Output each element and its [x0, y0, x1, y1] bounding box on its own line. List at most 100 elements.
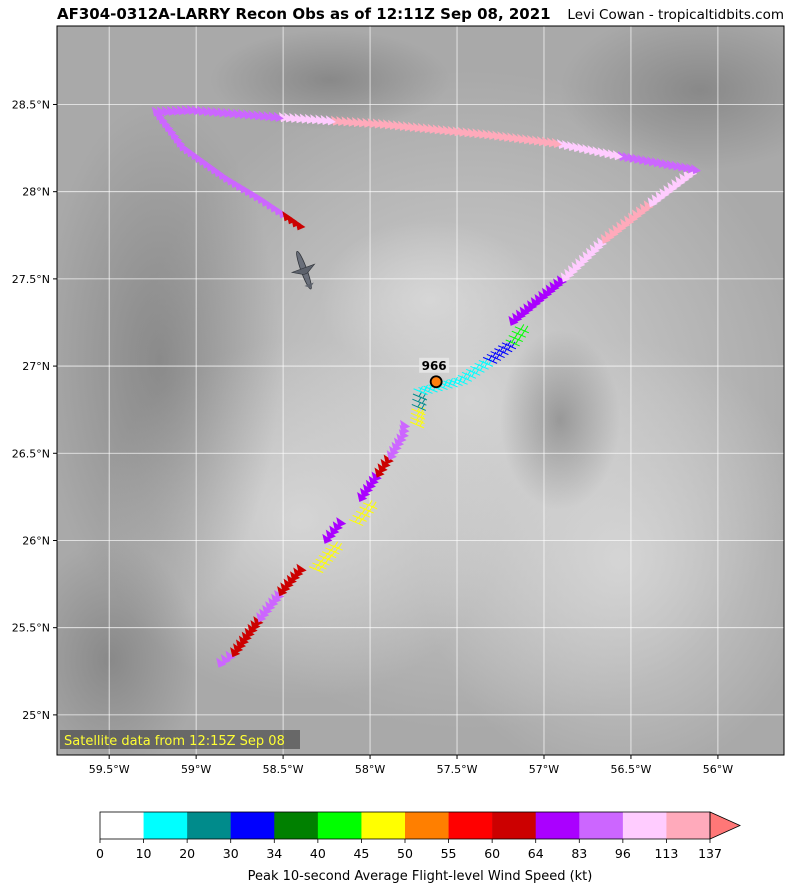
- wind-barb: [628, 212, 639, 223]
- wind-barb: [604, 230, 615, 241]
- colorbar-tick-label: 30: [223, 846, 239, 861]
- wind-barb: [527, 300, 538, 311]
- flight-track: [151, 104, 702, 668]
- aircraft-icon: [290, 250, 316, 290]
- wind-barb: [322, 533, 333, 544]
- wind-barb: [538, 290, 549, 301]
- lon-tick-label: 57.5°W: [437, 763, 478, 776]
- wind-barb: [411, 406, 426, 416]
- satellite-note-box: [60, 730, 300, 749]
- wind-barb: [325, 529, 336, 540]
- colorbar-extend-arrow: [709, 811, 741, 840]
- colorbar-segment: [622, 812, 667, 839]
- colorbar-tick-label: 45: [353, 846, 369, 861]
- wind-barb: [667, 182, 678, 193]
- lat-tick-label: 27°N: [22, 360, 50, 373]
- wind-barb: [683, 170, 694, 181]
- grid-lines: [57, 26, 784, 755]
- lat-tick-label: 25.5°N: [12, 622, 50, 635]
- wind-barb: [523, 303, 534, 314]
- wind-barb: [593, 240, 604, 251]
- colorbar-tick-label: 64: [528, 846, 544, 861]
- lon-tick-label: 57°W: [529, 763, 559, 776]
- wind-barb: [556, 275, 567, 286]
- colorbar-tick-label: 96: [615, 846, 631, 861]
- wind-barb: [553, 278, 564, 289]
- colorbar-segment: [535, 812, 580, 839]
- wind-barb: [410, 410, 426, 420]
- wind-barb: [494, 345, 509, 356]
- wind-barb: [508, 315, 519, 326]
- colorbar-segment: [317, 812, 362, 839]
- colorbar-segment: [405, 812, 449, 839]
- wind-barb: [647, 197, 658, 208]
- colorbar-tick-label: 55: [441, 846, 457, 861]
- wind-barb: [332, 521, 343, 532]
- lon-tick-label: 59.5°W: [89, 763, 130, 776]
- lat-tick-label: 28°N: [22, 186, 50, 199]
- wind-barb: [541, 287, 553, 298]
- wind-barb: [575, 258, 586, 269]
- colorbar-label: Peak 10-second Average Flight-level Wind…: [248, 869, 593, 884]
- colorbar-segment: [666, 812, 711, 839]
- wind-barb: [490, 348, 505, 359]
- colorbar-tick-label: 113: [654, 846, 678, 861]
- satellite-imagery: [57, 26, 784, 755]
- wind-barb: [663, 185, 674, 196]
- map-frame: [56, 25, 785, 756]
- wind-barb: [497, 342, 513, 353]
- pressure-label-box: [419, 357, 450, 373]
- wind-barb: [409, 419, 425, 429]
- wind-barb: [567, 265, 578, 276]
- colorbar-tick-label: 20: [179, 846, 195, 861]
- lon-tick-label: 59°W: [181, 763, 211, 776]
- lon-tick-label: 58°W: [355, 763, 385, 776]
- wind-barb: [400, 419, 411, 430]
- wind-barb: [612, 224, 623, 235]
- wind-barb: [608, 227, 619, 238]
- wind-barb: [362, 500, 378, 510]
- wind-barb: [486, 351, 502, 361]
- wind-barb: [671, 179, 682, 190]
- lat-tick-label: 26.5°N: [12, 447, 50, 460]
- wind-barb: [578, 254, 589, 265]
- wind-barb: [534, 294, 545, 305]
- wind-barb: [328, 541, 343, 551]
- lat-tick-label: 25°N: [22, 709, 50, 722]
- wind-barb: [655, 191, 666, 202]
- colorbar: 0 10 20 30 34 40 45 50 55 60 64 83 96 113 137: [96, 811, 741, 861]
- latitude-ticks: 25°N 25.5°N 26°N 26.5°N 27°N 27.5°N 28°N 28.5°N: [12, 98, 57, 722]
- wind-barb: [651, 194, 662, 205]
- credit-text: Levi Cowan - tropicaltidbits.com: [567, 7, 784, 23]
- wind-barb: [631, 209, 643, 220]
- center-pressure-label: 966: [422, 359, 447, 373]
- wind-barb: [336, 517, 347, 528]
- wind-barb: [571, 261, 582, 272]
- wind-barb: [643, 200, 654, 211]
- wind-barb: [635, 206, 646, 217]
- wind-barb: [295, 220, 306, 231]
- lat-tick-label: 28.5°N: [12, 98, 50, 111]
- wind-barb: [564, 268, 575, 279]
- colorbar-segment: [230, 812, 275, 839]
- wind-barb: [501, 340, 517, 350]
- colorbar-tick-label: 10: [136, 846, 152, 861]
- wind-barb: [482, 354, 498, 364]
- wind-barb: [530, 297, 541, 308]
- plot-title: AF304-0312A-LARRY Recon Obs as of 12:11Z…: [57, 5, 551, 23]
- wind-barb: [225, 650, 236, 661]
- longitude-ticks: 59.5°W 59°W 58.5°W 58°W 57.5°W 57°W 56.5°W 56°W: [89, 755, 733, 776]
- colorbar-segment: [492, 812, 537, 839]
- satellite-note: Satellite data from 12:15Z Sep 08: [64, 734, 285, 749]
- wind-barb: [512, 312, 523, 323]
- wind-barb: [515, 309, 526, 320]
- colorbar-tick-label: 50: [397, 846, 413, 861]
- wind-barb: [545, 284, 556, 295]
- wind-barb: [679, 173, 690, 184]
- colorbar-tick-label: 0: [96, 846, 104, 861]
- colorbar-tick-label: 40: [310, 846, 326, 861]
- wind-barb: [616, 221, 627, 232]
- colorbar-segment: [143, 812, 188, 839]
- wind-barb: [514, 324, 530, 334]
